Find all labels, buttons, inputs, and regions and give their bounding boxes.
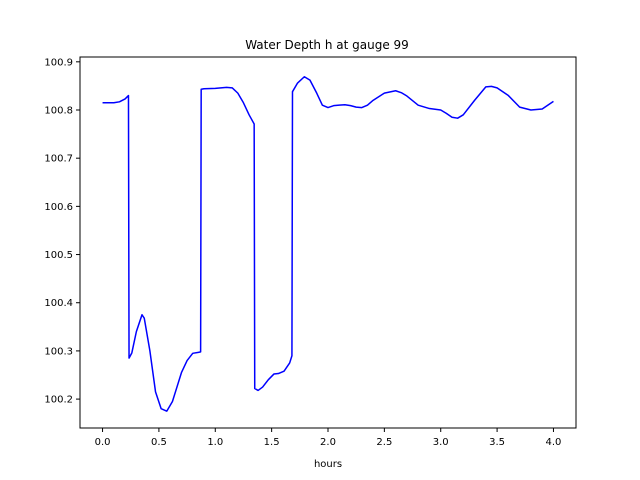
x-tick-label: 2.5 bbox=[376, 437, 392, 448]
x-tick-label: 3.0 bbox=[433, 437, 449, 448]
x-tick-label: 2.0 bbox=[320, 437, 336, 448]
y-tick-label: 100.4 bbox=[44, 298, 73, 309]
y-tick-label: 100.9 bbox=[44, 57, 73, 68]
y-tick-label: 100.6 bbox=[44, 202, 73, 213]
y-tick-label: 100.8 bbox=[44, 106, 73, 117]
x-axis-label: hours bbox=[314, 459, 342, 470]
x-tick-label: 4.0 bbox=[546, 437, 562, 448]
x-tick-label: 3.5 bbox=[489, 437, 505, 448]
x-tick-label: 0.5 bbox=[151, 437, 167, 448]
y-tick-label: 100.7 bbox=[44, 154, 73, 165]
y-tick-label: 100.3 bbox=[44, 346, 73, 357]
x-tick-label: 1.5 bbox=[264, 437, 280, 448]
series-line bbox=[102, 76, 554, 412]
x-tick-label: 0.0 bbox=[95, 437, 111, 448]
chart-title: Water Depth h at gauge 99 bbox=[245, 38, 409, 52]
y-tick-label: 100.5 bbox=[44, 250, 73, 261]
y-tick-label: 100.2 bbox=[44, 395, 73, 406]
x-tick-label: 1.0 bbox=[207, 437, 223, 448]
